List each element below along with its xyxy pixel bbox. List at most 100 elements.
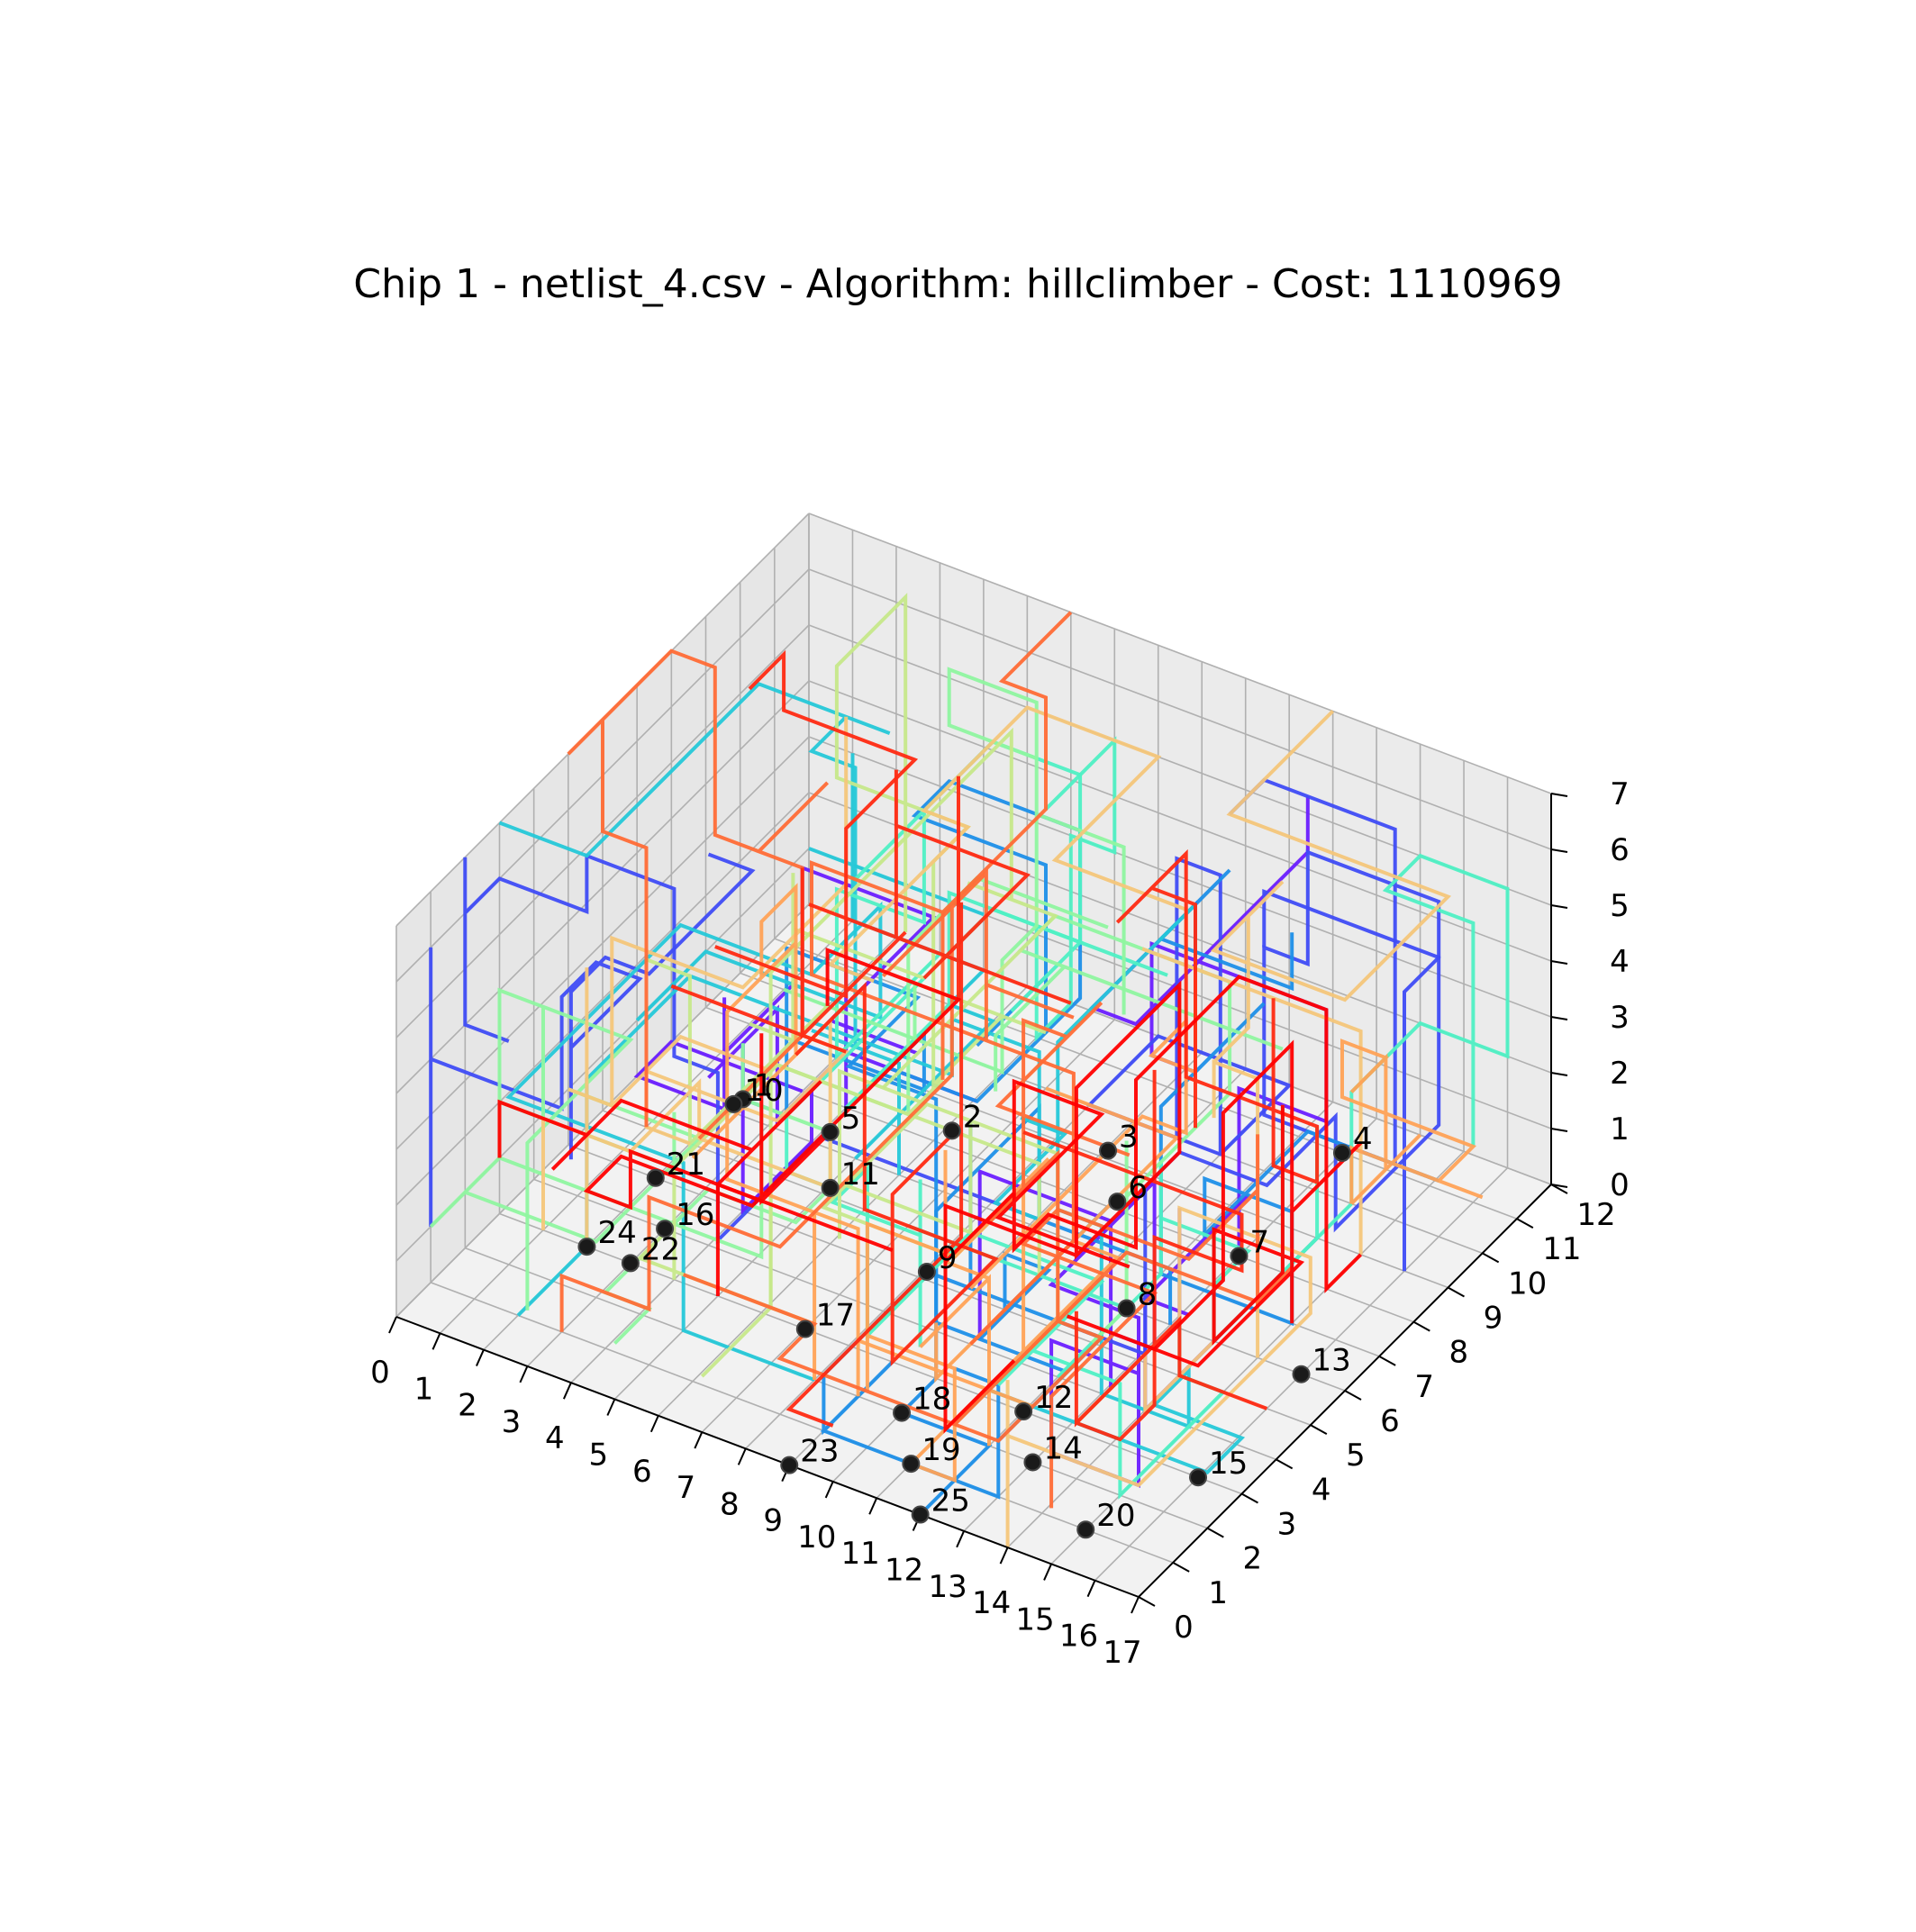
gate-label: 3 — [1119, 1120, 1139, 1156]
x-tick — [1086, 1580, 1096, 1598]
grid-z-left — [395, 736, 810, 1150]
gate-marker — [902, 1455, 921, 1474]
z-tick — [1550, 1016, 1568, 1020]
gate-label: 24 — [597, 1215, 636, 1251]
gate-label: 10 — [744, 1073, 783, 1109]
wire-path — [1210, 710, 1452, 1358]
x-tick — [388, 1316, 397, 1334]
x-tick-label: 9 — [763, 1503, 783, 1539]
x-tick-label: 1 — [414, 1371, 434, 1407]
y-tick-label: 9 — [1484, 1301, 1503, 1337]
back-pane — [809, 513, 1551, 1184]
gate-marker — [724, 1094, 743, 1113]
wire-path — [463, 853, 1040, 1245]
wire-path — [808, 769, 1072, 1005]
grid-z-back — [808, 512, 1552, 794]
gate-label: 21 — [667, 1147, 705, 1183]
x-tick — [694, 1431, 704, 1449]
wire-path — [568, 716, 849, 1146]
wire-path — [994, 975, 1363, 1293]
gate-marker — [1099, 1141, 1118, 1160]
z-tick-label: 3 — [1610, 1000, 1630, 1036]
gate-marker — [821, 1178, 840, 1197]
x-tick-label: 3 — [502, 1404, 522, 1440]
wire-path — [810, 611, 1076, 1346]
x-tick-label: 12 — [885, 1553, 923, 1589]
gate-label: 7 — [1249, 1224, 1269, 1260]
z-tick-label: 4 — [1610, 944, 1630, 980]
x-tick-label: 6 — [632, 1454, 652, 1490]
gate-label: 22 — [641, 1231, 680, 1267]
x-tick — [956, 1530, 966, 1548]
gate-marker — [1292, 1365, 1311, 1383]
y-tick-label: 11 — [1542, 1231, 1581, 1267]
y-tick-label: 6 — [1380, 1403, 1400, 1439]
gate-label: 15 — [1209, 1446, 1248, 1482]
gate-marker — [1230, 1247, 1249, 1265]
z-tick-label: 1 — [1610, 1111, 1630, 1147]
y-tick — [1482, 1252, 1500, 1264]
gate-marker — [942, 1121, 961, 1140]
y-tick — [1448, 1286, 1465, 1298]
wire-path — [429, 852, 756, 1227]
y-tick-label: 3 — [1277, 1507, 1297, 1543]
gate-label: 8 — [1138, 1277, 1158, 1313]
y-tick — [1516, 1218, 1534, 1229]
wire-path — [682, 1001, 1131, 1444]
x-tick-label: 13 — [928, 1569, 967, 1605]
gate-label: 2 — [963, 1099, 983, 1135]
gate-marker — [780, 1456, 799, 1474]
gate-label: 5 — [841, 1101, 861, 1137]
x-tick-label: 2 — [458, 1388, 477, 1424]
y-tick — [1241, 1492, 1258, 1504]
gate-label: 20 — [1096, 1498, 1135, 1534]
gate-label: 6 — [1128, 1170, 1148, 1206]
x-tick — [519, 1365, 529, 1383]
z-tick — [1550, 848, 1568, 853]
x-tick-label: 11 — [841, 1536, 880, 1572]
z-tick-label: 5 — [1610, 888, 1630, 924]
gate-label: 11 — [841, 1156, 880, 1193]
gate-marker — [577, 1238, 596, 1256]
x-tick — [606, 1399, 616, 1416]
wire-path — [497, 987, 677, 1311]
wire-path — [498, 681, 901, 1175]
wire-path — [1340, 1039, 1484, 1205]
gate-marker — [911, 1505, 930, 1524]
axes-ticks: 0 1 2 3 4 5 6 7 8 9 10 11 12 13 14 15 16 1701234567891011… — [370, 776, 1630, 1671]
wire-path — [497, 1080, 894, 1296]
gate-marker — [1023, 1453, 1042, 1472]
gate-marker — [1189, 1468, 1208, 1487]
y-tick-label: 5 — [1346, 1438, 1366, 1474]
gate-label: 12 — [1034, 1380, 1073, 1416]
x-tick — [431, 1332, 441, 1350]
x-tick — [868, 1497, 878, 1515]
y-tick — [1550, 1184, 1568, 1194]
z-tick — [1550, 1128, 1568, 1132]
wire-path — [700, 727, 1058, 1378]
x-tick — [649, 1415, 659, 1433]
z-tick-label: 2 — [1610, 1056, 1630, 1092]
x-tick-label: 14 — [972, 1585, 1011, 1621]
gate-marker — [1108, 1193, 1127, 1211]
y-tick — [1412, 1320, 1430, 1332]
x-tick-label: 0 — [370, 1355, 390, 1391]
x-tick — [476, 1349, 485, 1366]
gate-label: 18 — [913, 1382, 951, 1418]
gate-marker — [646, 1168, 665, 1187]
wire-path — [1085, 856, 1293, 1156]
gate-label: 25 — [931, 1483, 970, 1519]
gate-label: 14 — [1043, 1430, 1082, 1466]
z-tick — [1550, 960, 1568, 965]
x-tick — [1043, 1564, 1052, 1581]
gate-marker — [656, 1220, 675, 1238]
grid-z-back — [808, 680, 1552, 962]
y-tick-label: 10 — [1508, 1265, 1547, 1302]
x-tick-label: 17 — [1103, 1635, 1141, 1671]
gate-marker — [917, 1262, 936, 1281]
x-tick — [1131, 1596, 1140, 1614]
y-tick-label: 2 — [1243, 1541, 1263, 1577]
wire-path — [583, 948, 962, 1211]
gate-label: 4 — [1353, 1121, 1373, 1157]
